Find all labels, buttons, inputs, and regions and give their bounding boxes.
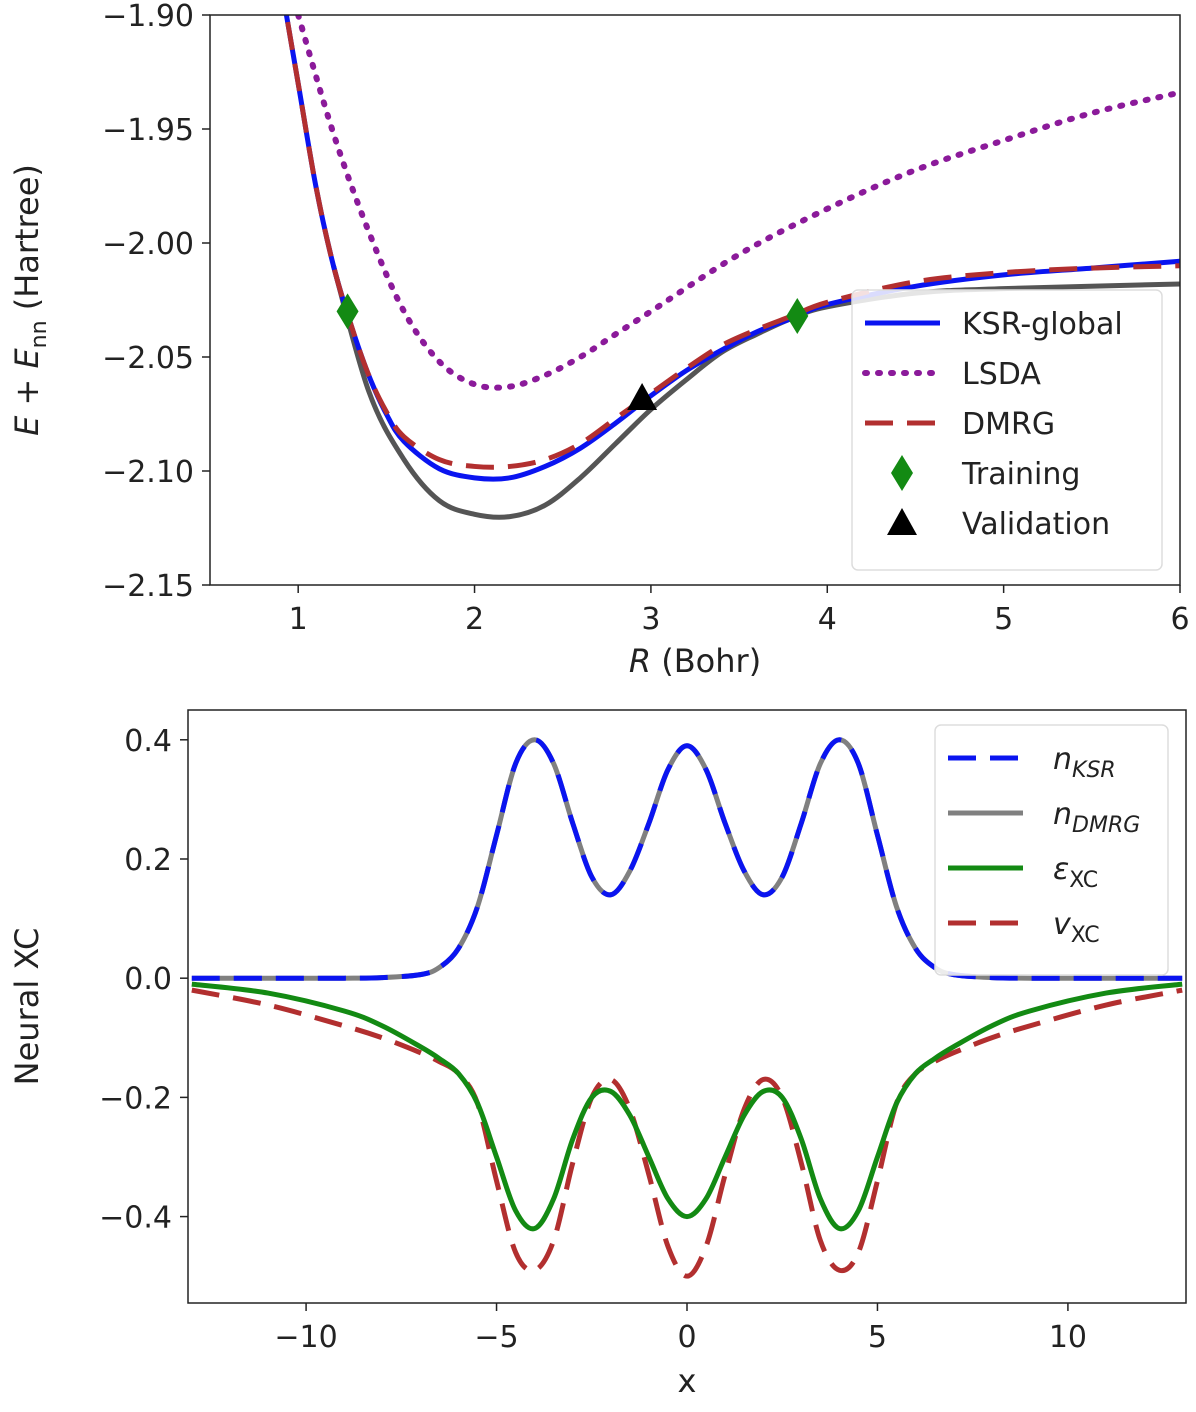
axes-frame (187, 709, 1187, 1304)
x-axis-label: R (Bohr) (629, 642, 761, 680)
x-tick-label: 3 (641, 602, 660, 637)
legend-label: KSR-global (962, 307, 1123, 342)
training-marker (336, 293, 359, 330)
legend-sub: DMRG (1072, 813, 1140, 838)
y-tick-label: −1.90 (102, 0, 194, 34)
series-line (295, 15, 1180, 391)
legend-name: n (1053, 797, 1072, 832)
x-tick-label: 4 (818, 602, 837, 637)
y-tick-label: −0.4 (99, 1201, 172, 1236)
y-tick-label: 0.0 (124, 962, 172, 997)
series-line (191, 987, 1183, 1279)
x-tick-label: 2 (465, 602, 484, 637)
y-tick-label: −2.00 (102, 227, 194, 262)
legend-name: Training (961, 457, 1080, 492)
x-axis-label-part: x (678, 1362, 697, 1400)
series-line (191, 981, 1183, 1232)
y-tick-label: 0.2 (124, 843, 172, 878)
series-line (191, 737, 1183, 981)
legend-name: DMRG (962, 407, 1055, 442)
x-axis-label-part: R (629, 642, 651, 680)
legend-label: LSDA (962, 357, 1041, 392)
legend-label: Validation (962, 507, 1110, 542)
series-line (283, 15, 1180, 470)
legend-name: LSDA (962, 357, 1041, 392)
legend-name: ε (1053, 852, 1069, 887)
legend-label: nDMRG (1053, 797, 1140, 838)
y-axis-label-part: E + E (8, 348, 46, 436)
x-tick-label: 5 (994, 602, 1013, 637)
x-tick-label: 1 (289, 602, 308, 637)
legend-label: DMRG (962, 407, 1055, 442)
axes-frame (209, 14, 1181, 586)
validation-marker (887, 508, 917, 535)
training-marker (786, 297, 809, 334)
validation-marker (627, 383, 658, 411)
y-tick-label: −2.10 (102, 455, 194, 490)
x-tick-label: −5 (474, 1320, 518, 1355)
y-tick-label: −2.05 (102, 341, 194, 376)
legend-box (851, 289, 1163, 571)
legend-sub: KSR (1072, 758, 1116, 783)
legend-label: εXC (1053, 852, 1098, 893)
y-tick-label: 0.4 (124, 724, 172, 759)
legend-sub: XC (1069, 868, 1098, 893)
x-axis-label: x (678, 1362, 697, 1400)
legend-label: vXC (1053, 907, 1100, 948)
x-tick-label: 0 (677, 1320, 696, 1355)
y-axis-label: E + Enn (Hartree) (8, 164, 52, 436)
training-marker (891, 455, 913, 491)
y-tick-label: −1.95 (102, 113, 194, 148)
legend-label: nKSR (1053, 742, 1116, 783)
y-axis-label: Neural XC (8, 928, 46, 1086)
legend-label: Training (961, 457, 1080, 492)
legend-name: n (1053, 742, 1072, 777)
x-tick-label: 5 (868, 1320, 887, 1355)
x-tick-label: 10 (1049, 1320, 1087, 1355)
legend-box (934, 724, 1169, 976)
x-tick-label: 6 (1170, 602, 1189, 637)
x-tick-label: −10 (274, 1320, 337, 1355)
y-axis-label-part: nn (27, 320, 52, 348)
y-tick-label: −0.2 (99, 1081, 172, 1116)
legend-name: Validation (962, 507, 1110, 542)
legend-name: KSR-global (962, 307, 1123, 342)
y-axis-label-part: (Hartree) (8, 164, 46, 320)
x-axis-label-part: (Bohr) (651, 642, 761, 680)
legend-sub: XC (1071, 923, 1100, 948)
plot-area (191, 737, 1183, 1279)
y-axis-label-part: Neural XC (8, 928, 46, 1086)
y-tick-label: −2.15 (102, 569, 194, 604)
legend-name: v (1053, 907, 1072, 942)
